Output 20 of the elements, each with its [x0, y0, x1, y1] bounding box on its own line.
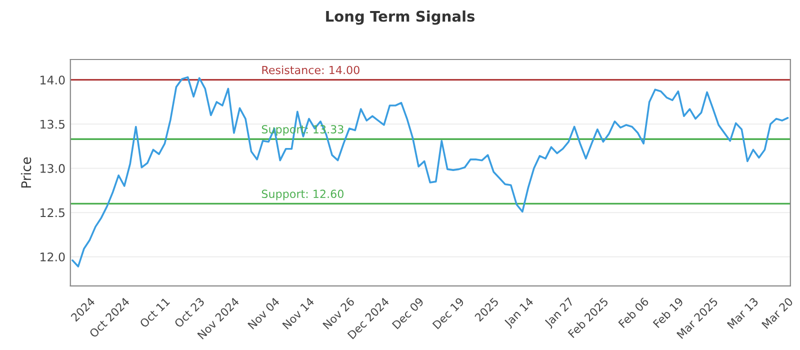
line-series	[72, 76, 789, 268]
ref-line-label: Resistance: 14.00	[262, 66, 360, 74]
y-tick-label: 13.0	[40, 164, 65, 173]
x-tick-label: Mar 13	[726, 297, 759, 329]
x-tick-label: Oct 11	[139, 297, 170, 328]
y-axis-title: Price	[20, 157, 32, 188]
x-tick-label: Jan 14	[503, 297, 536, 329]
x-tick-label: Mar 20	[761, 297, 794, 329]
x-tick-label: Jan 27	[544, 297, 576, 329]
ref-line-label: Support: 12.60	[262, 190, 344, 200]
chart-title: Long Term Signals	[326, 10, 475, 25]
y-tick-label: 12.0	[40, 252, 65, 262]
y-tick-label: 12.5	[40, 208, 65, 218]
x-tick-label: Feb 06	[618, 296, 650, 328]
x-tick-label: Feb 19	[652, 296, 684, 328]
x-tick-label: Dec 19	[432, 297, 464, 330]
y-tick-label: 13.5	[40, 120, 65, 129]
y-tick-label: 14.0	[40, 76, 65, 84]
x-tick-label: Dec 09	[392, 297, 424, 330]
x-tick-label: Oct 23	[174, 297, 205, 328]
